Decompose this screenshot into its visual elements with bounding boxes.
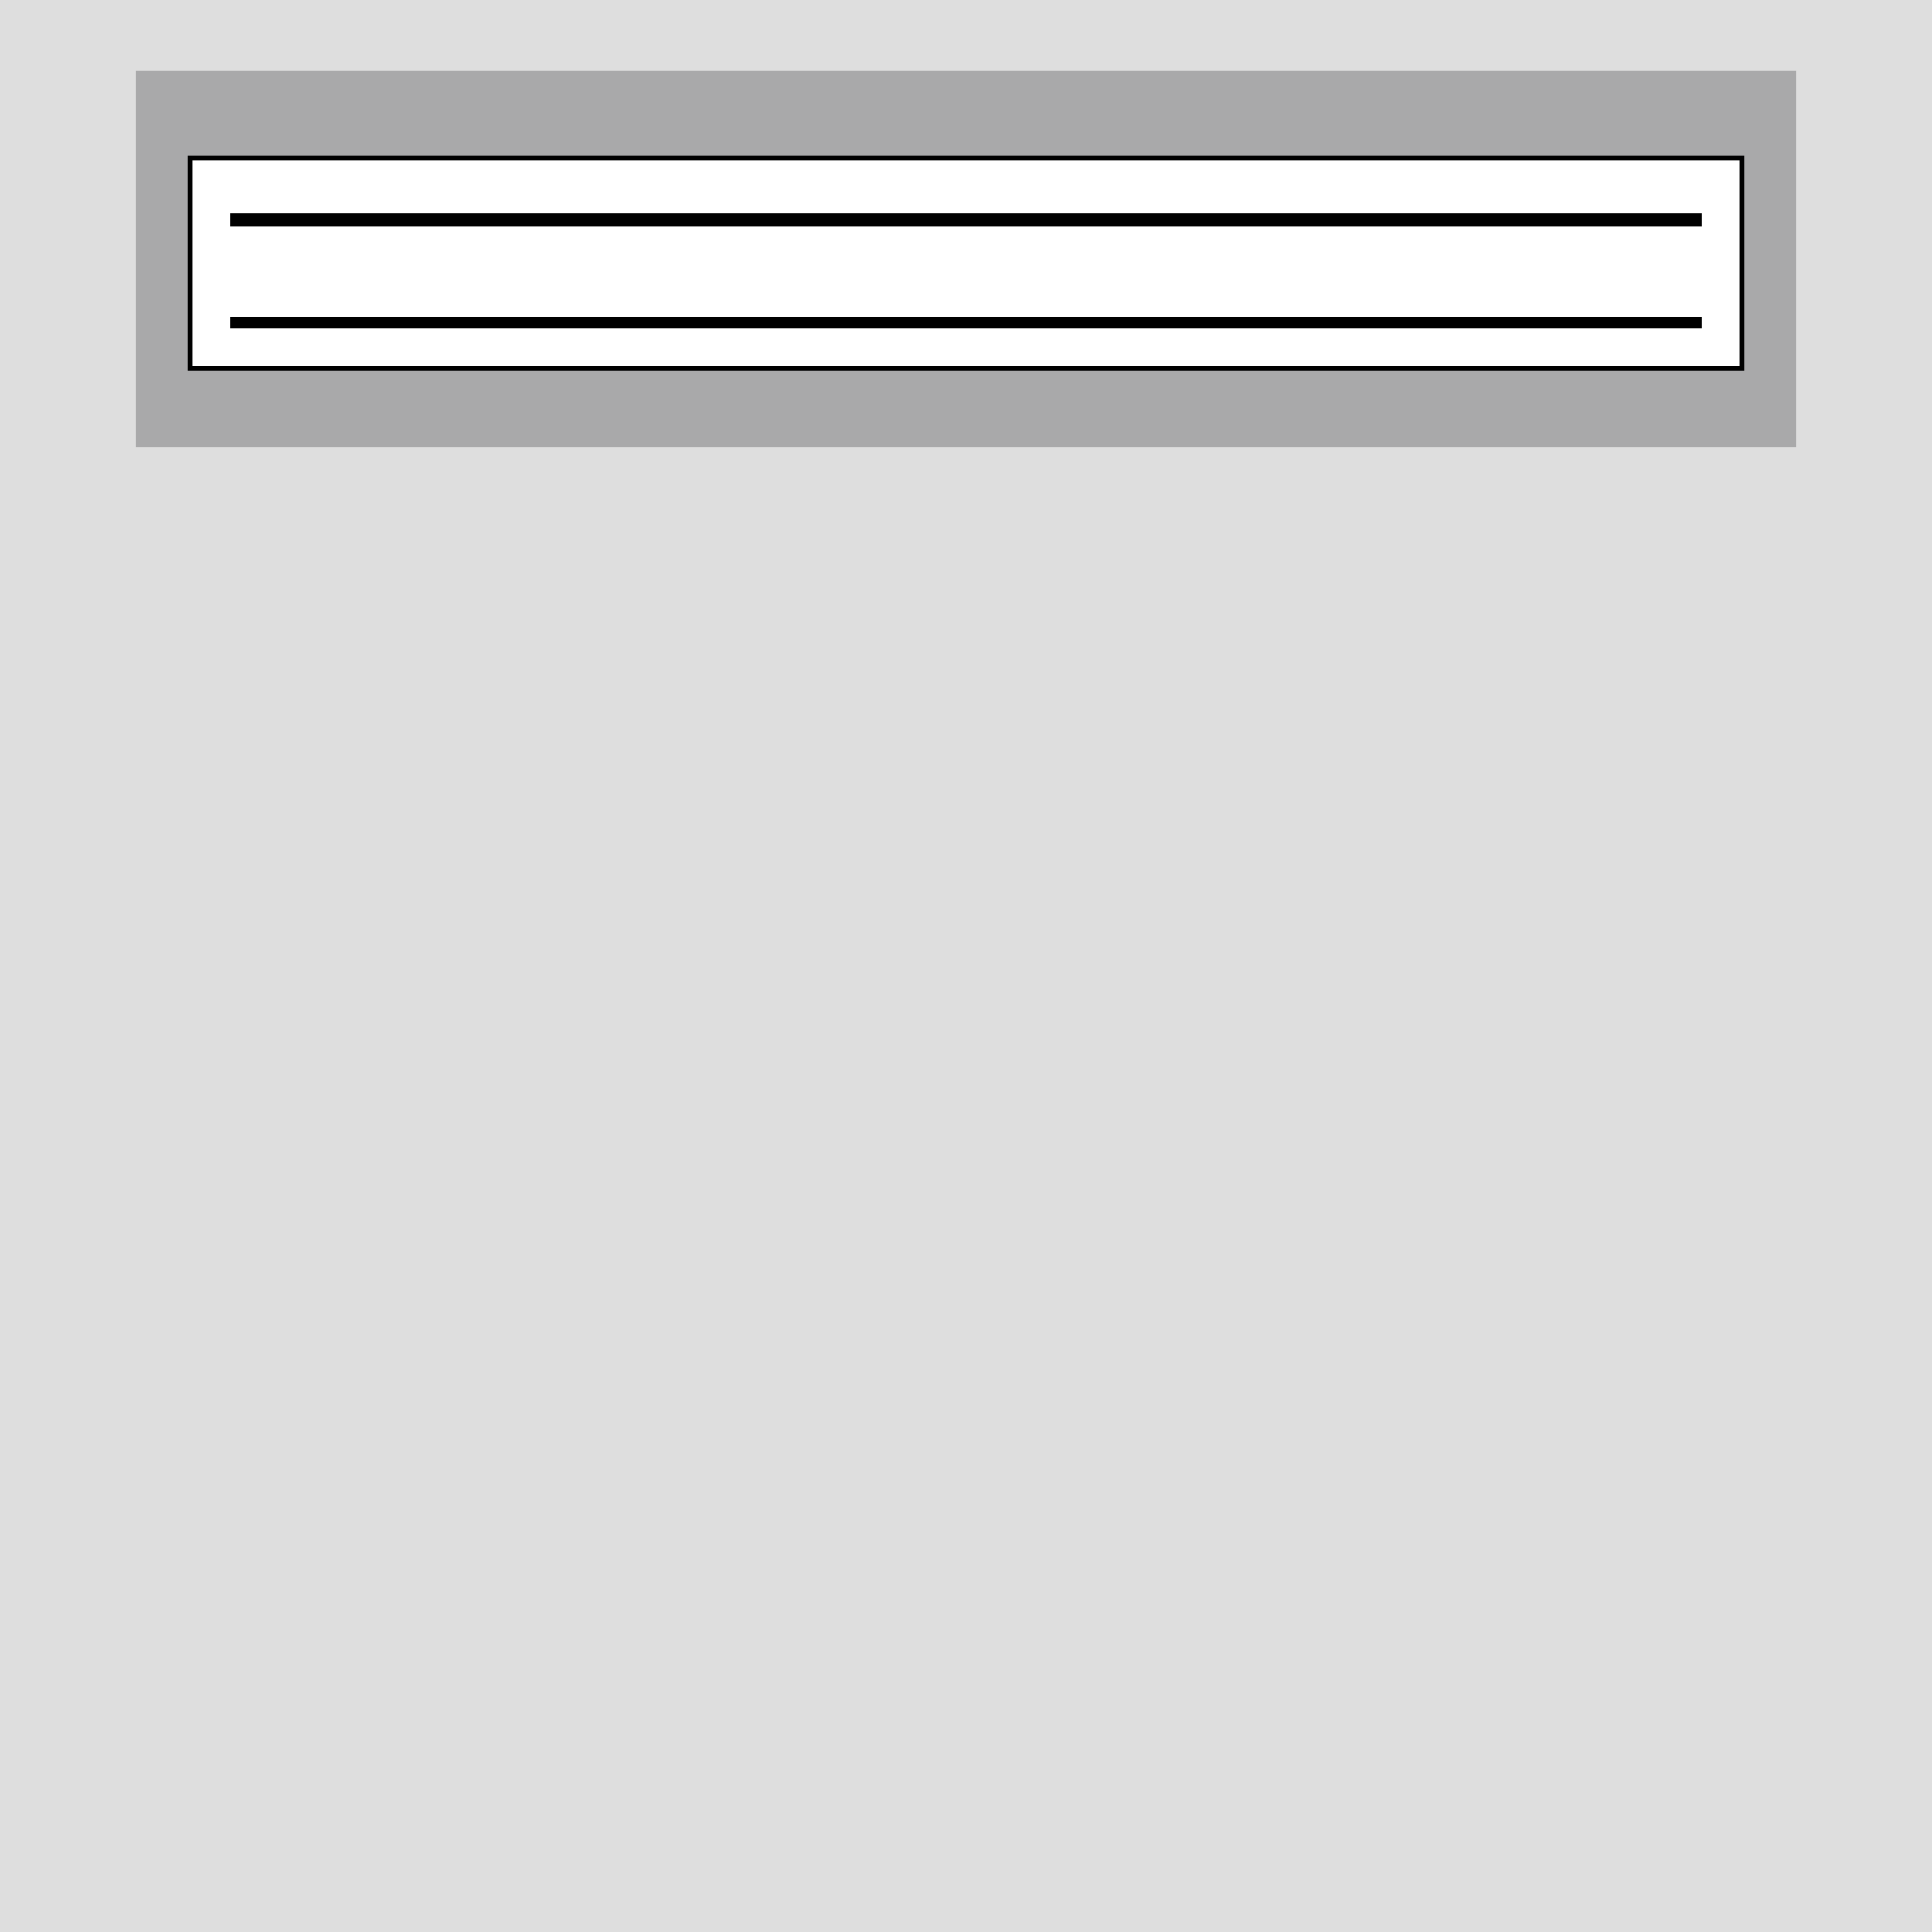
header-amount-per-serving	[230, 240, 1494, 274]
header-daily-value	[1494, 240, 1702, 308]
supplement-facts-inner	[208, 175, 1724, 351]
thick-rule-top	[230, 213, 1702, 226]
supplement-facts-box	[188, 156, 1744, 371]
footnotes	[230, 328, 1702, 341]
column-header-row	[230, 226, 1702, 317]
label-panel	[136, 71, 1796, 447]
